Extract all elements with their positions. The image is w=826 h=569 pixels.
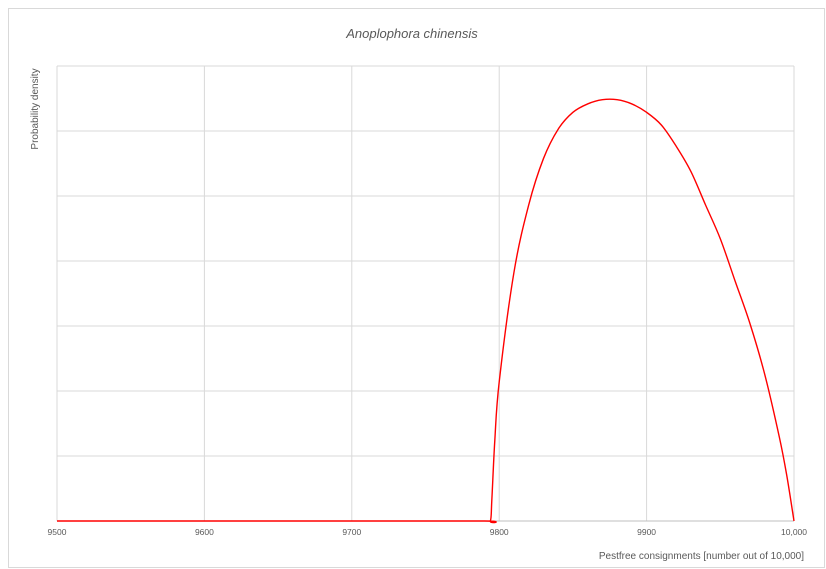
y-axis-label: Probability density: [30, 68, 41, 149]
series-layer: [56, 98, 795, 524]
gridlines: [56, 65, 795, 522]
chart-frame: [8, 8, 825, 568]
x-tick-label: 9500: [48, 527, 67, 537]
x-axis-label: Pestfree consignments [number out of 10,…: [599, 551, 804, 562]
x-tick-label: 9900: [637, 527, 656, 537]
chart-title: Anoplophora chinensis: [345, 26, 478, 41]
x-tick-label: 10,000: [781, 527, 807, 537]
x-tick-label: 9700: [342, 527, 361, 537]
series-line: [56, 98, 795, 524]
x-tick-label: 9800: [490, 527, 509, 537]
x-tick-labels: 9500 9600 9700 9800 9900 10,000: [48, 527, 808, 537]
x-tick-label: 9600: [195, 527, 214, 537]
